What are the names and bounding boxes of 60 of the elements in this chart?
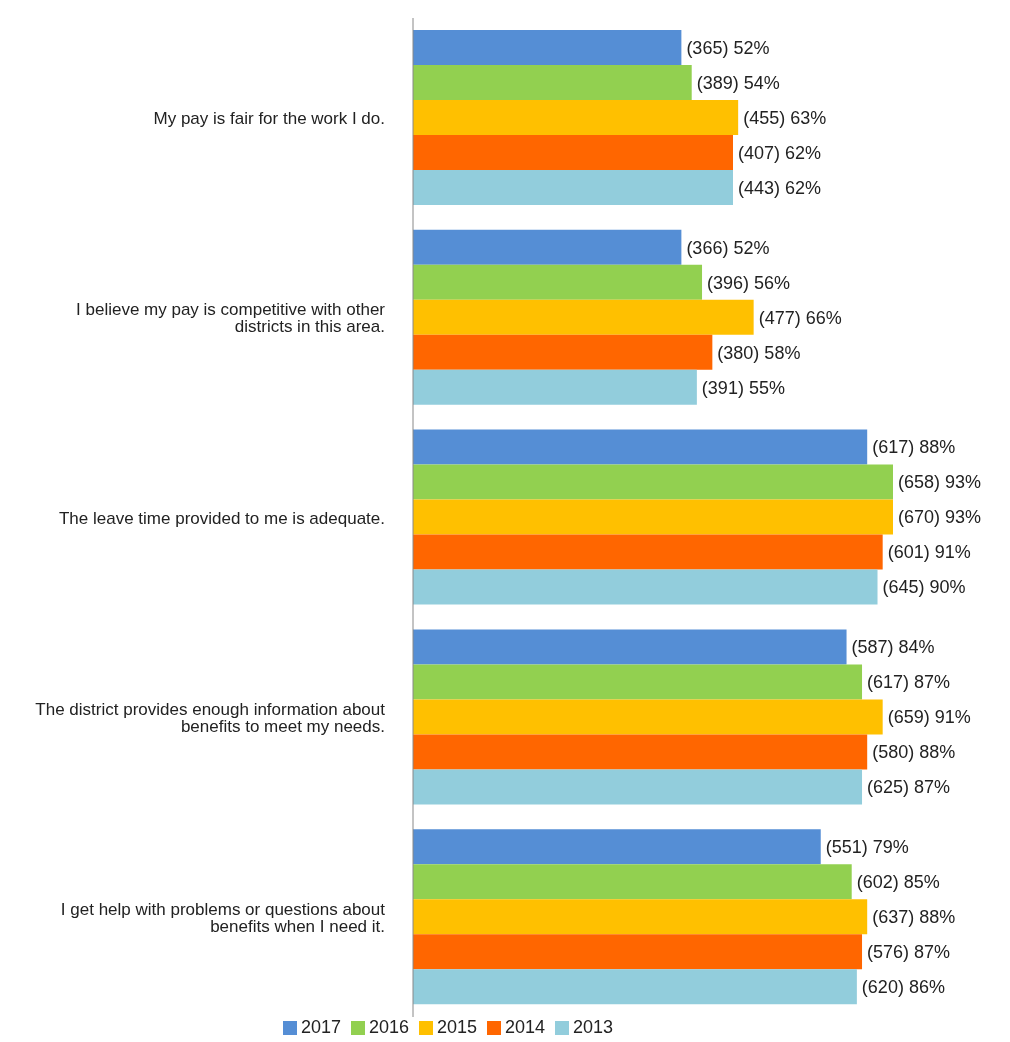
data-label: (617) 87% bbox=[867, 672, 951, 693]
y-tick-label: The district provides enough information about benefits to meet my needs. bbox=[35, 699, 386, 736]
data-label: (389) 54% bbox=[696, 72, 780, 93]
y-tick-label: I get help with problems or questions about benefits when I need it. bbox=[60, 899, 386, 936]
data-label: (365) 52% bbox=[686, 37, 770, 58]
y-tick-label: The leave time provided to me is adequate. bbox=[58, 508, 385, 528]
bar bbox=[413, 229, 682, 265]
bar bbox=[413, 899, 868, 935]
data-label: (670) 93% bbox=[898, 507, 982, 528]
bar bbox=[413, 629, 847, 665]
bar bbox=[413, 969, 857, 1005]
bar bbox=[413, 429, 868, 465]
bar bbox=[413, 569, 878, 605]
bar bbox=[413, 264, 703, 300]
data-label: (645) 90% bbox=[882, 577, 966, 598]
bar bbox=[413, 699, 883, 735]
bar bbox=[413, 934, 863, 970]
data-label: (587) 84% bbox=[851, 637, 935, 658]
data-label: (443) 62% bbox=[738, 177, 822, 198]
legend-label: 2017 bbox=[300, 1017, 341, 1037]
data-label: (620) 86% bbox=[861, 977, 945, 998]
data-label: (396) 56% bbox=[707, 272, 791, 293]
data-label: (637) 88% bbox=[872, 907, 956, 928]
data-label: (391) 55% bbox=[701, 377, 785, 398]
data-label: (455) 63% bbox=[743, 107, 827, 128]
bar bbox=[413, 864, 852, 900]
legend-label: 2016 bbox=[368, 1017, 409, 1037]
data-label: (601) 91% bbox=[887, 542, 971, 563]
data-label: (659) 91% bbox=[887, 707, 971, 728]
data-label: (407) 62% bbox=[738, 142, 822, 163]
bar bbox=[413, 99, 739, 135]
bar bbox=[413, 64, 692, 100]
bar bbox=[413, 464, 893, 500]
bar bbox=[413, 664, 863, 700]
bar bbox=[413, 334, 713, 370]
data-label: (576) 87% bbox=[867, 942, 951, 963]
bar bbox=[413, 369, 697, 405]
data-label: (625) 87% bbox=[867, 777, 951, 798]
y-tick-label: I believe my pay is competitive with other districts in this area. bbox=[76, 300, 386, 337]
data-label: (477) 66% bbox=[758, 307, 842, 328]
data-label: (551) 79% bbox=[825, 837, 909, 858]
data-label: (366) 52% bbox=[686, 237, 770, 258]
bar bbox=[413, 29, 682, 65]
bar bbox=[413, 134, 733, 170]
data-label: (617) 88% bbox=[872, 437, 956, 458]
bar bbox=[413, 299, 754, 335]
y-tick-label: My pay is fair for the work I do. bbox=[153, 108, 385, 128]
data-label: (658) 93% bbox=[898, 472, 982, 493]
legend-label: 2015 bbox=[436, 1017, 478, 1037]
bar bbox=[413, 769, 863, 805]
legend-label: 2014 bbox=[505, 1017, 546, 1037]
data-label: (602) 85% bbox=[856, 872, 940, 893]
bar bbox=[413, 829, 821, 865]
bar bbox=[413, 169, 733, 205]
data-label: (380) 58% bbox=[717, 342, 801, 363]
bar bbox=[413, 499, 893, 535]
bar bbox=[413, 534, 883, 570]
data-label: (580) 88% bbox=[872, 742, 956, 763]
legend-label: 2013 bbox=[573, 1017, 614, 1037]
bar bbox=[413, 734, 868, 770]
